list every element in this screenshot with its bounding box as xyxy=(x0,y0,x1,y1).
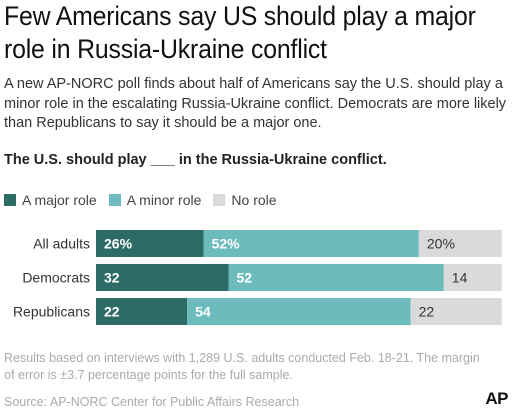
bar-minor-all-adults xyxy=(203,230,419,257)
legend-item-major: A major role xyxy=(4,192,97,208)
category-label-republicans: Republicans xyxy=(13,304,90,320)
data-label-major-all-adults: 26% xyxy=(104,236,133,252)
data-label-minor-all-adults: 52% xyxy=(212,236,241,252)
source-credit: Source: AP-NORC Center for Public Affair… xyxy=(4,395,300,409)
legend-item-none: No role xyxy=(213,192,277,208)
bar-minor-republicans xyxy=(187,298,411,325)
bar-major-all-adults xyxy=(96,230,204,257)
data-label-major-republicans: 22 xyxy=(104,304,120,320)
data-label-minor-democrats: 52 xyxy=(237,270,253,286)
bar-none-all-adults xyxy=(418,230,502,257)
bar-major-democrats xyxy=(96,264,229,291)
data-label-none-republicans: 22 xyxy=(419,304,435,320)
data-label-minor-republicans: 54 xyxy=(195,304,211,320)
legend-label-minor: A minor role xyxy=(126,192,202,208)
chart-question: The U.S. should play ___ in the Russia-U… xyxy=(4,152,387,168)
legend-swatch-none xyxy=(213,194,226,206)
subtitle: A new AP-NORC poll finds about half of A… xyxy=(4,76,507,131)
legend-swatch-minor xyxy=(108,194,121,206)
legend-item-minor: A minor role xyxy=(108,192,202,208)
legend-label-major: A major role xyxy=(22,192,97,208)
data-label-none-all-adults: 20% xyxy=(427,236,455,252)
footnote: Results based on interviews with 1,289 U… xyxy=(4,351,480,382)
category-label-democrats: Democrats xyxy=(22,270,90,286)
data-label-none-democrats: 14 xyxy=(452,270,468,286)
category-label-all-adults: All adults xyxy=(33,236,90,252)
bar-none-republicans xyxy=(410,298,502,325)
bar-none-democrats xyxy=(443,264,502,291)
bar-major-republicans xyxy=(96,298,188,325)
data-label-major-democrats: 32 xyxy=(104,270,120,286)
legend-swatch-major xyxy=(4,194,16,206)
stacked-bar-chart: All adults 26% 52% 20% Democrats 32 52 14 Republ… xyxy=(13,230,502,325)
headline: Few Americans say US should play a major… xyxy=(4,1,476,64)
ap-logo: AP xyxy=(485,389,508,408)
bar-minor-democrats xyxy=(228,264,444,291)
legend-label-none: No role xyxy=(231,192,277,208)
legend: A major role A minor role No role xyxy=(4,191,289,209)
